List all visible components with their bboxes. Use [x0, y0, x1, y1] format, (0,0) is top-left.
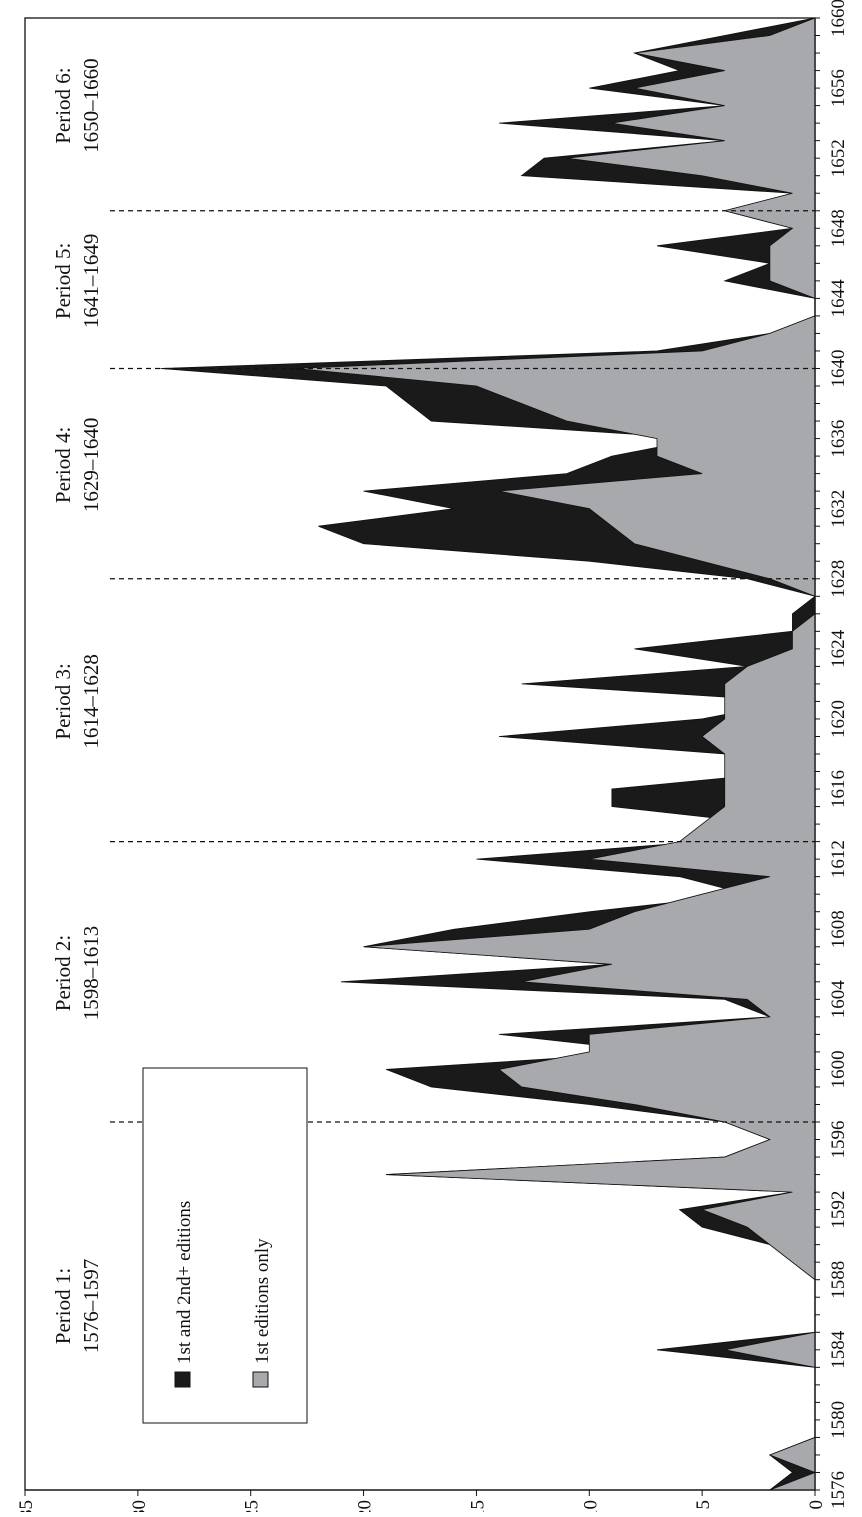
x-axis: 1576 1580 1584 1588 1592 1596 1600 1604 1608 1612…	[814, 0, 849, 1509]
x-tick-label: 1604	[828, 980, 849, 1019]
x-tick-label: 1660	[828, 0, 849, 37]
legend-label-1st-and-2nd-editions: 1st and 2nd+ editions	[174, 1201, 195, 1364]
period-label-range: 1641–1649	[79, 234, 103, 329]
x-tick-label: 1640	[828, 350, 849, 388]
x-tick-label: 1612	[828, 840, 849, 878]
period-label-range: 1650–1660	[79, 58, 103, 153]
x-tick-label: 1600	[828, 1050, 849, 1088]
series-areas	[160, 17, 817, 1491]
x-tick-label: 1616	[828, 770, 849, 808]
period-label-title: Period 5:	[51, 243, 75, 319]
x-tick-label: 1636	[828, 420, 849, 458]
x-tick-label: 1620	[828, 700, 849, 738]
legend-box	[142, 1067, 308, 1424]
x-tick-label: 1624	[828, 629, 849, 668]
y-tick-label: 0	[806, 1500, 827, 1510]
legend: 1st and 2nd+ editions 1st editions only	[142, 1067, 308, 1424]
x-tick-label: 1584	[828, 1330, 849, 1369]
y-tick-label: 5	[693, 1500, 714, 1510]
y-tick-label: 30	[129, 1500, 150, 1512]
period-label-range: 1576–1597	[79, 1259, 103, 1354]
period-label-title: Period 2:	[51, 935, 75, 1011]
x-tick-label: 1576	[828, 1471, 849, 1509]
x-tick-label: 1588	[828, 1261, 849, 1299]
y-tick-label: 10	[580, 1500, 601, 1512]
period-label-title: Period 3:	[51, 663, 75, 739]
x-tick-label: 1628	[828, 560, 849, 598]
period-label-range: 1629–1640	[79, 418, 103, 513]
x-tick-label: 1580	[828, 1401, 849, 1439]
x-tick-label: 1608	[828, 910, 849, 948]
x-tick-label: 1632	[828, 490, 849, 528]
x-tick-label: 1644	[828, 279, 849, 318]
x-tick-label: 1656	[828, 69, 849, 107]
y-axis: 0 5 10 15 20 25 30 35	[16, 1489, 827, 1517]
y-tick-label: 25	[242, 1500, 263, 1512]
period-label-range: 1598–1613	[79, 926, 103, 1021]
period-label-title: Period 1:	[51, 1268, 75, 1344]
x-tick-label: 1648	[828, 209, 849, 247]
legend-swatch-1st-editions-only	[252, 1371, 269, 1388]
legend-swatch-1st-and-2nd-editions	[174, 1371, 191, 1388]
legend-label-1st-editions-only: 1st editions only	[252, 1238, 273, 1364]
y-tick-label: 20	[355, 1500, 376, 1512]
x-tick-label: 1596	[828, 1121, 849, 1159]
y-tick-label: 15	[467, 1500, 488, 1512]
period-labels: Period 1: 1576–1597 Period 2: 1598–1613 Peri…	[51, 58, 103, 1353]
series-area-1st-editions-only	[295, 17, 817, 1491]
period-label-title: Period 6:	[51, 67, 75, 143]
x-tick-label: 1592	[828, 1191, 849, 1229]
y-tick-label: 35	[16, 1500, 37, 1512]
period-label-range: 1614–1628	[79, 654, 103, 749]
x-tick-label: 1652	[828, 139, 849, 177]
period-label-title: Period 4:	[51, 427, 75, 503]
